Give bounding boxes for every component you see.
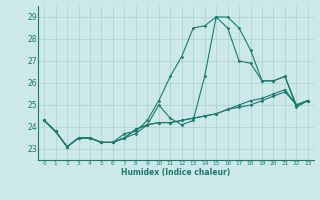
X-axis label: Humidex (Indice chaleur): Humidex (Indice chaleur) (121, 168, 231, 177)
